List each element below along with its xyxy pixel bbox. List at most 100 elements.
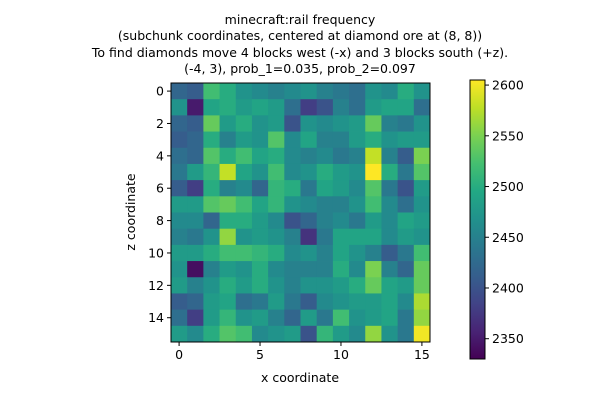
heatmap-cell [316, 228, 334, 246]
heatmap-cell [316, 180, 334, 197]
heatmap-cell [300, 277, 318, 294]
heatmap-cell [219, 99, 237, 116]
heatmap-cell [251, 99, 269, 116]
heatmap-cell [203, 83, 220, 100]
heatmap-cell [268, 83, 285, 100]
heatmap-cell [332, 131, 350, 149]
heatmap-cell [381, 163, 399, 181]
heatmap-cell [381, 196, 399, 213]
heatmap-cell [332, 277, 350, 294]
heatmap-cell [171, 180, 188, 197]
heatmap-cell [268, 244, 285, 262]
heatmap-cell [381, 212, 399, 230]
heatmap-cell [284, 228, 301, 246]
heatmap-cell [171, 261, 188, 278]
heatmap-cell [235, 277, 253, 294]
heatmap-cell [235, 147, 253, 165]
heatmap-cell [284, 196, 301, 213]
heatmap-cell [349, 131, 366, 149]
heatmap-cell [349, 115, 366, 132]
heatmap-cell [251, 325, 269, 343]
heatmap-cell [381, 147, 399, 165]
heatmap-cell [365, 293, 382, 311]
heatmap-cell [235, 163, 253, 181]
heatmap-cell [203, 196, 220, 213]
heatmap-cell [203, 115, 220, 132]
heatmap-cell [332, 196, 350, 213]
heatmap-cell [268, 180, 285, 197]
heatmap-cell [203, 163, 220, 181]
heatmap-cell [332, 115, 350, 132]
heatmap-cell [365, 261, 382, 278]
heatmap-cell [235, 228, 253, 246]
heatmap-cell [235, 115, 253, 132]
heatmap-cell [187, 147, 204, 165]
heatmap-cell [251, 83, 269, 100]
heatmap-cell [187, 228, 204, 246]
heatmap-cell [235, 325, 253, 343]
heatmap-cell [413, 180, 431, 197]
heatmap-cell [332, 293, 350, 311]
heatmap-cell [251, 131, 269, 149]
heatmap-cell [397, 147, 415, 165]
heatmap-cell [235, 261, 253, 278]
heatmap-cell [332, 147, 350, 165]
heatmap-cell [300, 261, 318, 278]
y-tick-label: 8 [156, 213, 164, 228]
heatmap-cell [219, 131, 237, 149]
colorbar-axis: 2350 2400 2450 2500 2550 2600 [485, 78, 524, 346]
colorbar-tick-label: 2600 [492, 78, 524, 93]
heatmap-cell [381, 261, 399, 278]
heatmap-cell [219, 261, 237, 278]
heatmap-cell [284, 293, 301, 311]
heatmap-cell [332, 325, 350, 343]
heatmap-cell [381, 277, 399, 294]
heatmap-cell [300, 180, 318, 197]
heatmap-cell [349, 99, 366, 116]
heatmap-cell [268, 325, 285, 343]
heatmap-cell [219, 325, 237, 343]
heatmap-cell [316, 261, 334, 278]
heatmap-cell [365, 115, 382, 132]
heatmap-cell [316, 115, 334, 132]
heatmap-cell [397, 293, 415, 311]
heatmap-cell [332, 180, 350, 197]
heatmap-cell [413, 293, 431, 311]
heatmap-cell [365, 309, 382, 327]
heatmap-cell [171, 99, 188, 116]
heatmap-cell [219, 293, 237, 311]
heatmap-cell [235, 83, 253, 100]
heatmap-cell [365, 147, 382, 165]
heatmap-cell [365, 244, 382, 262]
heatmap-cell [284, 83, 301, 100]
heatmap-cell [413, 228, 431, 246]
heatmap-cell [397, 309, 415, 327]
heatmap-cell [268, 212, 285, 230]
heatmap-cell [300, 196, 318, 213]
heatmap-cell [187, 244, 204, 262]
heatmap-cell [300, 99, 318, 116]
heatmap-cell [413, 212, 431, 230]
heatmap-cell [300, 244, 318, 262]
heatmap-cell [316, 309, 334, 327]
heatmap-cell [203, 261, 220, 278]
heatmap-cell [203, 131, 220, 149]
heatmap-cell [284, 147, 301, 165]
colorbar-tick-label: 2400 [492, 280, 524, 295]
heatmap-cell [413, 83, 431, 100]
heatmap-cell [171, 228, 188, 246]
heatmap-cell [187, 277, 204, 294]
heatmap-cell [316, 325, 334, 343]
chart-title-line-2: (subchunk coordinates, centered at diamo… [118, 28, 482, 43]
heatmap-cell [251, 309, 269, 327]
heatmap-cell [284, 309, 301, 327]
heatmap-cell [349, 309, 366, 327]
heatmap-cell [316, 196, 334, 213]
heatmap-cell [381, 228, 399, 246]
heatmap-cell [413, 99, 431, 116]
heatmap-cell [316, 99, 334, 116]
heatmap-cell [219, 244, 237, 262]
heatmap-cell [203, 228, 220, 246]
colorbar-tick-label: 2450 [492, 230, 524, 245]
